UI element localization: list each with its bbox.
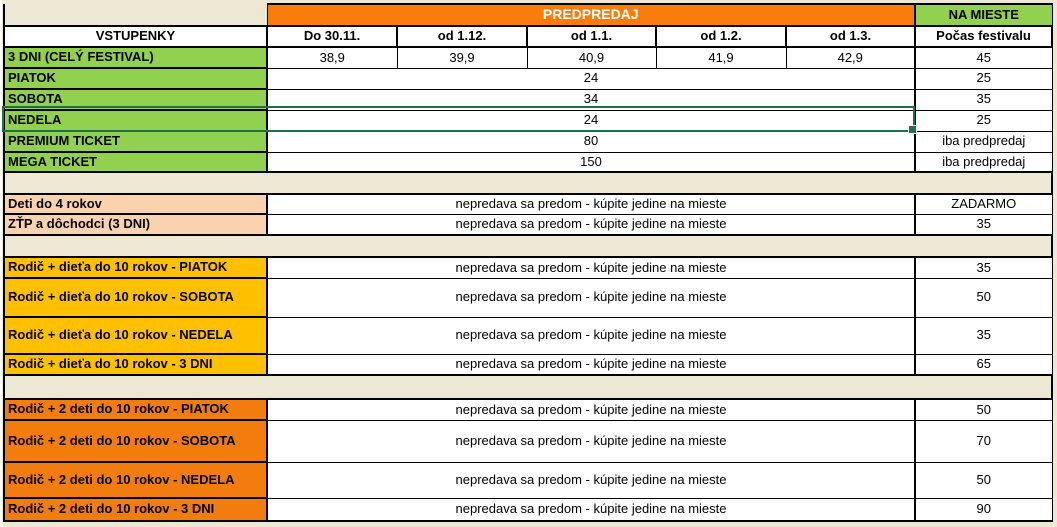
header-row-groups: PREDPREDAJ NA MIESTE: [3, 3, 1053, 27]
row-label-cell[interactable]: PIATOK: [3, 67, 268, 90]
table-row-nedela: NEDELA 24 25: [3, 109, 1053, 132]
row-label-cell[interactable]: NEDELA: [3, 109, 268, 132]
row-label-cell[interactable]: MEGA TICKET: [3, 151, 268, 173]
row-label-cell[interactable]: 3 DNI (CELÝ FESTIVAL): [3, 46, 268, 69]
row-label-cell[interactable]: SOBOTA: [3, 88, 268, 111]
onsite-price-cell[interactable]: 90: [914, 497, 1053, 522]
price-cell[interactable]: 39,9: [396, 46, 528, 69]
table-row-rodic2-piatok: Rodič + 2 deti do 10 rokov - PIATOK nepr…: [3, 398, 1053, 421]
row-label-cell[interactable]: Rodič + dieťa do 10 rokov - NEDELA: [3, 316, 268, 355]
row-label-cell[interactable]: ZŤP a dôchodci (3 DNI): [3, 213, 268, 236]
note-cell[interactable]: nepredava sa predom - kúpite jedine na m…: [266, 461, 916, 499]
table-row-ztp: ZŤP a dôchodci (3 DNI) nepredava sa pred…: [3, 213, 1053, 236]
onsite-price-cell[interactable]: ZADARMO: [914, 193, 1053, 215]
onsite-price-cell[interactable]: 50: [914, 461, 1053, 499]
onsite-price-cell[interactable]: iba predpredaj: [914, 151, 1053, 173]
merged-price-cell[interactable]: 34: [266, 88, 916, 111]
na-mieste-header-cell[interactable]: NA MIESTE: [914, 3, 1053, 27]
spacer-row: [3, 172, 1053, 194]
onsite-price-cell[interactable]: 35: [914, 256, 1053, 279]
table-row-rodic1-3dni: Rodič + dieťa do 10 rokov - 3 DNI nepred…: [3, 353, 1053, 376]
vstupenky-header-cell[interactable]: VSTUPENKY: [3, 25, 268, 48]
table-row-mega: MEGA TICKET 150 iba predpredaj: [3, 151, 1053, 173]
table-row-sobota: SOBOTA 34 35: [3, 88, 1053, 111]
note-cell[interactable]: nepredava sa predom - kúpite jedine na m…: [266, 497, 916, 522]
note-cell[interactable]: nepredava sa predom - kúpite jedine na m…: [266, 213, 916, 236]
note-cell[interactable]: nepredava sa predom - kúpite jedine na m…: [266, 277, 916, 318]
merged-price-cell[interactable]: 150: [266, 151, 916, 173]
date-header-cell[interactable]: od 1.1.: [526, 25, 657, 48]
note-cell[interactable]: nepredava sa predom - kúpite jedine na m…: [266, 398, 916, 421]
onsite-price-cell[interactable]: 25: [914, 109, 1053, 132]
spacer-row: [3, 235, 1053, 257]
row-label-cell[interactable]: PREMIUM TICKET: [3, 130, 268, 153]
empty-cells[interactable]: [3, 235, 1053, 257]
table-row-piatok: PIATOK 24 25: [3, 67, 1053, 90]
table-row-deti: Deti do 4 rokov nepredava sa predom - kú…: [3, 193, 1053, 215]
predpredaj-header-cell[interactable]: PREDPREDAJ: [266, 3, 916, 27]
merged-price-cell[interactable]: 80: [266, 130, 916, 153]
price-cell[interactable]: 41,9: [655, 46, 787, 69]
onsite-price-cell[interactable]: 70: [914, 419, 1053, 463]
row-label-cell[interactable]: Deti do 4 rokov: [3, 193, 268, 215]
note-cell[interactable]: nepredava sa predom - kúpite jedine na m…: [266, 316, 916, 355]
selection-fill-handle[interactable]: [908, 125, 917, 134]
row-label-cell[interactable]: Rodič + 2 deti do 10 rokov - SOBOTA: [3, 419, 268, 463]
note-cell[interactable]: nepredava sa predom - kúpite jedine na m…: [266, 419, 916, 463]
row-label-cell[interactable]: Rodič + 2 deti do 10 rokov - 3 DNI: [3, 497, 268, 522]
header-row-columns: VSTUPENKY Do 30.11. od 1.12. od 1.1. od …: [3, 25, 1053, 48]
empty-cells[interactable]: [3, 375, 1053, 399]
row-label-cell[interactable]: Rodič + dieťa do 10 rokov - SOBOTA: [3, 277, 268, 318]
date-header-cell[interactable]: od 1.12.: [396, 25, 528, 48]
price-cell[interactable]: 38,9: [266, 46, 398, 69]
top-left-blank-cell[interactable]: [3, 4, 267, 26]
table-row-rodic2-3dni: Rodič + 2 deti do 10 rokov - 3 DNI nepre…: [3, 497, 1053, 522]
onsite-price-cell[interactable]: iba predpredaj: [914, 130, 1053, 153]
price-cell[interactable]: 42,9: [785, 46, 916, 69]
pricing-table: PREDPREDAJ NA MIESTE VSTUPENKY Do 30.11.…: [3, 3, 1053, 522]
table-row-rodic1-piatok: Rodič + dieťa do 10 rokov - PIATOK nepre…: [3, 256, 1053, 279]
onsite-price-cell[interactable]: 45: [914, 46, 1053, 69]
row-label-cell[interactable]: Rodič + 2 deti do 10 rokov - PIATOK: [3, 398, 268, 421]
table-row-rodic2-sobota: Rodič + 2 deti do 10 rokov - SOBOTA nepr…: [3, 419, 1053, 463]
note-cell[interactable]: nepredava sa predom - kúpite jedine na m…: [266, 256, 916, 279]
merged-price-cell[interactable]: 24: [266, 67, 916, 90]
date-header-cell[interactable]: Do 30.11.: [266, 25, 398, 48]
spacer-row: [3, 375, 1053, 399]
empty-cells[interactable]: [3, 172, 1053, 194]
onsite-price-cell[interactable]: 50: [914, 277, 1053, 318]
onsite-header-cell[interactable]: Počas festivalu: [914, 25, 1053, 48]
date-header-cell[interactable]: od 1.3.: [785, 25, 916, 48]
note-cell[interactable]: nepredava sa predom - kúpite jedine na m…: [266, 193, 916, 215]
table-row-premium: PREMIUM TICKET 80 iba predpredaj: [3, 130, 1053, 153]
price-cell[interactable]: 40,9: [526, 46, 657, 69]
row-label-cell[interactable]: Rodič + 2 deti do 10 rokov - NEDELA: [3, 461, 268, 499]
onsite-price-cell[interactable]: 25: [914, 67, 1053, 90]
onsite-price-cell[interactable]: 35: [914, 88, 1053, 111]
row-label-cell[interactable]: Rodič + dieťa do 10 rokov - PIATOK: [3, 256, 268, 279]
sheet-left-edge: [0, 0, 2, 527]
onsite-price-cell[interactable]: 50: [914, 398, 1053, 421]
table-row-rodic2-nedela: Rodič + 2 deti do 10 rokov - NEDELA nepr…: [3, 461, 1053, 499]
onsite-price-cell[interactable]: 65: [914, 353, 1053, 376]
date-header-cell[interactable]: od 1.2.: [655, 25, 787, 48]
onsite-price-cell[interactable]: 35: [914, 316, 1053, 355]
table-row-rodic1-nedela: Rodič + dieťa do 10 rokov - NEDELA nepre…: [3, 316, 1053, 355]
table-row-3dni: 3 DNI (CELÝ FESTIVAL) 38,9 39,9 40,9 41,…: [3, 46, 1053, 69]
note-cell[interactable]: nepredava sa predom - kúpite jedine na m…: [266, 353, 916, 376]
row-label-cell[interactable]: Rodič + dieťa do 10 rokov - 3 DNI: [3, 353, 268, 376]
table-row-rodic1-sobota: Rodič + dieťa do 10 rokov - SOBOTA nepre…: [3, 277, 1053, 318]
merged-price-cell[interactable]: 24: [266, 109, 916, 132]
onsite-price-cell[interactable]: 35: [914, 213, 1053, 236]
